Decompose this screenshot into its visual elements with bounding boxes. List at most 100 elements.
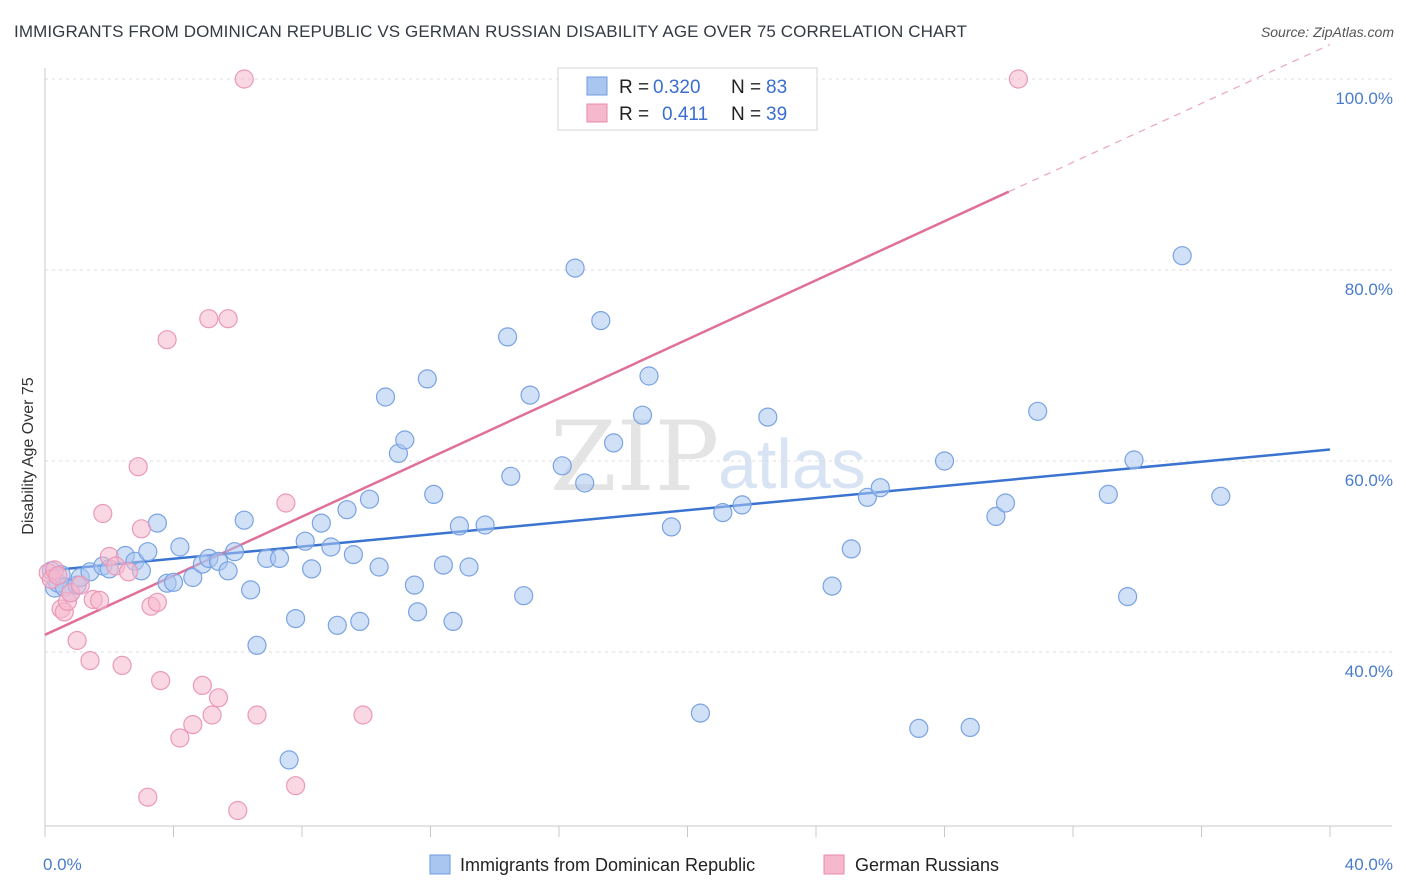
point-dominican-republic	[327, 615, 347, 635]
point-dominican-republic	[870, 478, 890, 498]
point-dominican-republic	[350, 611, 370, 632]
point-german-russians	[218, 309, 238, 329]
point-german-russians	[93, 503, 113, 524]
legend-r-value-2: 0.411	[662, 104, 708, 125]
point-dominican-republic	[395, 430, 415, 450]
point-german-russians	[1008, 69, 1029, 89]
point-dominican-republic	[369, 557, 389, 577]
point-dominican-republic	[822, 576, 842, 596]
point-german-russians	[286, 776, 306, 796]
legend-r-value-1: 0.320	[653, 77, 701, 98]
point-dominican-republic	[552, 456, 572, 476]
point-dominican-republic	[758, 407, 778, 427]
point-german-russians	[48, 565, 68, 586]
trend-line-german-russians-extension	[1008, 44, 1331, 193]
point-german-russians	[138, 787, 158, 807]
watermark-atlas: atlas	[718, 425, 866, 503]
point-dominican-republic	[433, 555, 453, 575]
legend-swatch-pink	[586, 103, 608, 123]
point-german-russians	[80, 650, 100, 671]
point-dominican-republic	[234, 510, 254, 530]
point-dominican-republic	[1028, 401, 1048, 421]
point-dominican-republic	[147, 513, 167, 533]
point-dominican-republic	[343, 544, 363, 565]
x-tick-label-min: 0.0%	[43, 855, 82, 874]
point-dominican-republic	[443, 611, 463, 632]
y-tick-label: 40.0%	[1345, 662, 1393, 681]
point-german-russians	[208, 688, 229, 708]
point-german-russians	[67, 630, 87, 651]
point-german-russians	[147, 592, 167, 612]
point-german-russians	[192, 675, 212, 696]
point-german-russians	[276, 493, 296, 513]
y-tick-label: 100.0%	[1335, 89, 1393, 108]
point-dominican-republic	[475, 515, 495, 535]
point-dominican-republic	[514, 586, 534, 606]
y-tick-label: 60.0%	[1345, 471, 1393, 490]
point-dominican-republic	[591, 311, 611, 331]
point-german-russians	[89, 590, 110, 611]
point-dominican-republic	[520, 385, 540, 405]
point-dominican-republic	[1211, 486, 1231, 506]
point-dominican-republic	[632, 405, 653, 425]
point-dominican-republic	[337, 500, 357, 520]
point-dominican-republic	[286, 608, 306, 629]
y-tick-labels: 40.0% 60.0% 80.0% 100.0%	[1335, 89, 1393, 681]
point-dominican-republic	[661, 517, 682, 537]
point-german-russians	[202, 705, 222, 725]
point-dominican-republic	[138, 542, 158, 562]
point-dominican-republic	[183, 567, 203, 588]
point-dominican-republic	[603, 433, 624, 453]
bottom-legend-label-pink: German Russians	[855, 855, 999, 875]
bottom-legend-swatch-pink	[823, 854, 845, 875]
point-german-russians	[199, 309, 219, 329]
trend-line-dominican-republic	[44, 448, 1331, 573]
gridlines	[45, 78, 1392, 653]
source-credit: Source: ZipAtlas.com	[1260, 24, 1394, 40]
point-german-russians	[247, 705, 267, 725]
point-dominican-republic	[424, 484, 444, 504]
point-dominican-republic	[241, 580, 261, 600]
x-tick-labels: 0.0% 40.0%	[43, 855, 1393, 874]
point-dominican-republic	[934, 451, 955, 471]
point-german-russians	[170, 728, 190, 748]
point-german-russians	[234, 69, 254, 89]
bottom-legend-swatch-blue	[429, 854, 451, 875]
point-dominican-republic	[404, 575, 424, 595]
point-dominican-republic	[295, 531, 315, 551]
point-dominican-republic	[408, 602, 428, 622]
point-dominican-republic	[1124, 450, 1144, 470]
point-dominican-republic	[224, 542, 245, 562]
point-dominican-republic	[170, 537, 190, 557]
point-dominican-republic	[449, 516, 469, 536]
point-german-russians	[131, 519, 151, 539]
point-dominican-republic	[732, 495, 752, 515]
point-dominican-republic	[565, 258, 585, 278]
data-points	[38, 69, 1231, 821]
point-german-russians	[118, 562, 139, 582]
point-dominican-republic	[417, 369, 437, 389]
point-dominican-republic	[247, 635, 267, 655]
y-tick-label: 80.0%	[1345, 280, 1393, 299]
point-dominican-republic	[960, 717, 980, 738]
point-dominican-republic	[359, 489, 380, 509]
legend-swatch-blue	[586, 76, 608, 96]
point-dominican-republic	[218, 561, 238, 581]
point-dominican-republic	[1172, 246, 1192, 266]
point-dominican-republic	[269, 548, 290, 569]
point-dominican-republic	[690, 703, 711, 723]
chart-title: IMMIGRANTS FROM DOMINICAN REPUBLIC VS GE…	[14, 22, 967, 41]
legend-n-value-1: 83	[766, 77, 787, 98]
point-dominican-republic	[498, 327, 518, 347]
legend-box: R = 0.320 N = 83 R = 0.411 N = 39	[557, 67, 818, 131]
axes	[44, 68, 1392, 837]
legend-n-label-2: N =	[731, 104, 761, 125]
point-dominican-republic	[909, 718, 929, 739]
legend-n-label-1: N =	[731, 77, 761, 98]
point-dominican-republic	[575, 473, 595, 493]
point-dominican-republic	[639, 366, 659, 386]
point-dominican-republic	[1117, 586, 1138, 607]
point-german-russians	[157, 330, 177, 350]
point-german-russians	[128, 457, 148, 477]
